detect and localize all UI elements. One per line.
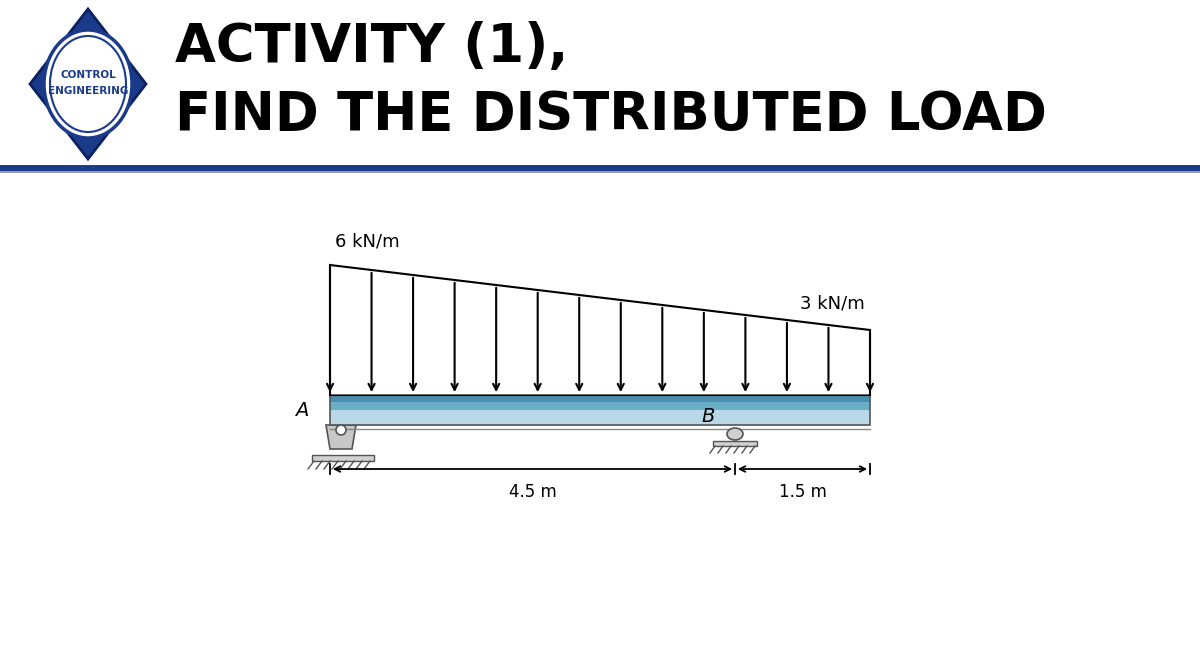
Bar <box>0 0 1200 168</box>
Text: 4.5 m: 4.5 m <box>509 483 557 501</box>
Text: A: A <box>295 400 308 419</box>
Text: 6 kN/m: 6 kN/m <box>335 233 400 251</box>
Polygon shape <box>30 9 146 159</box>
Text: 3 kN/m: 3 kN/m <box>800 294 865 312</box>
Text: B: B <box>702 407 715 426</box>
Text: 1.5 m: 1.5 m <box>779 483 827 501</box>
Ellipse shape <box>727 428 743 440</box>
Bar <box>330 395 870 402</box>
Bar <box>330 395 870 425</box>
Bar <box>713 441 757 446</box>
Text: ACTIVITY (1),: ACTIVITY (1), <box>175 21 569 73</box>
Ellipse shape <box>44 30 132 138</box>
Bar <box>330 410 870 425</box>
Polygon shape <box>326 425 356 449</box>
Text: FIND THE DISTRIBUTED LOAD: FIND THE DISTRIBUTED LOAD <box>175 89 1046 141</box>
Text: ENGINEERING: ENGINEERING <box>48 86 128 96</box>
Bar <box>312 455 374 461</box>
Text: CONTROL: CONTROL <box>60 70 116 80</box>
Circle shape <box>336 425 346 435</box>
Bar <box>330 402 870 410</box>
